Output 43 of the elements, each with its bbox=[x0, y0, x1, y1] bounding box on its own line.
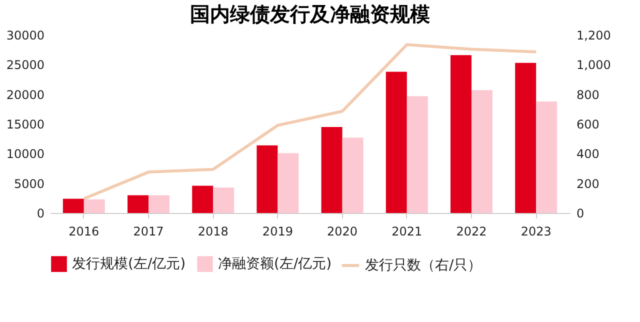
bar bbox=[148, 195, 170, 213]
x-tick-label: 2023 bbox=[520, 224, 552, 238]
legend-label: 发行规模(左/亿元) bbox=[72, 256, 186, 272]
y2-tick-label: 1,200 bbox=[576, 28, 611, 42]
x-tick-label: 2019 bbox=[262, 224, 293, 238]
y2-tick-label: 200 bbox=[576, 176, 600, 191]
bar bbox=[128, 195, 149, 213]
line-series bbox=[82, 43, 538, 200]
bar bbox=[213, 187, 234, 213]
y-tick-label: 30000 bbox=[6, 28, 44, 42]
bar bbox=[62, 198, 84, 213]
legend-label: 净融资额(左/亿元) bbox=[218, 256, 332, 272]
x-tick-label: 2018 bbox=[198, 224, 228, 238]
y-tick-label: 5000 bbox=[14, 176, 44, 191]
bar bbox=[278, 153, 299, 213]
y-tick-label: 10000 bbox=[6, 147, 44, 162]
legend-label: 发行只数（右/只） bbox=[365, 258, 482, 274]
y2-tick-label: 400 bbox=[576, 147, 600, 162]
y2-tick-label: 1,000 bbox=[576, 58, 611, 72]
bar bbox=[386, 72, 407, 213]
bar bbox=[536, 101, 558, 213]
x-tick-label: 2017 bbox=[133, 224, 164, 238]
y2-tick-label: 600 bbox=[576, 118, 600, 132]
x-tick-label: 2020 bbox=[327, 224, 358, 238]
bar bbox=[321, 126, 342, 213]
bar bbox=[515, 62, 536, 213]
x-tick-label: 2021 bbox=[392, 224, 422, 238]
bar bbox=[406, 96, 428, 213]
bar bbox=[256, 145, 278, 213]
y-tick-label: 15000 bbox=[6, 118, 44, 132]
bar bbox=[192, 186, 214, 213]
y2-tick-label: 0 bbox=[576, 206, 584, 220]
x-tick-label: 2022 bbox=[456, 224, 487, 238]
y-tick-label: 0 bbox=[36, 206, 44, 220]
y2-tick-label: 800 bbox=[576, 88, 600, 102]
bar bbox=[471, 90, 492, 213]
x-tick-label: 2016 bbox=[68, 224, 100, 238]
bar bbox=[84, 199, 105, 213]
bar bbox=[342, 138, 364, 213]
y-tick-label: 20000 bbox=[6, 88, 44, 102]
bar bbox=[450, 55, 472, 213]
chart-title: 国内绿债发行及净融资规模 bbox=[190, 2, 430, 26]
y-tick-label: 25000 bbox=[6, 58, 44, 72]
